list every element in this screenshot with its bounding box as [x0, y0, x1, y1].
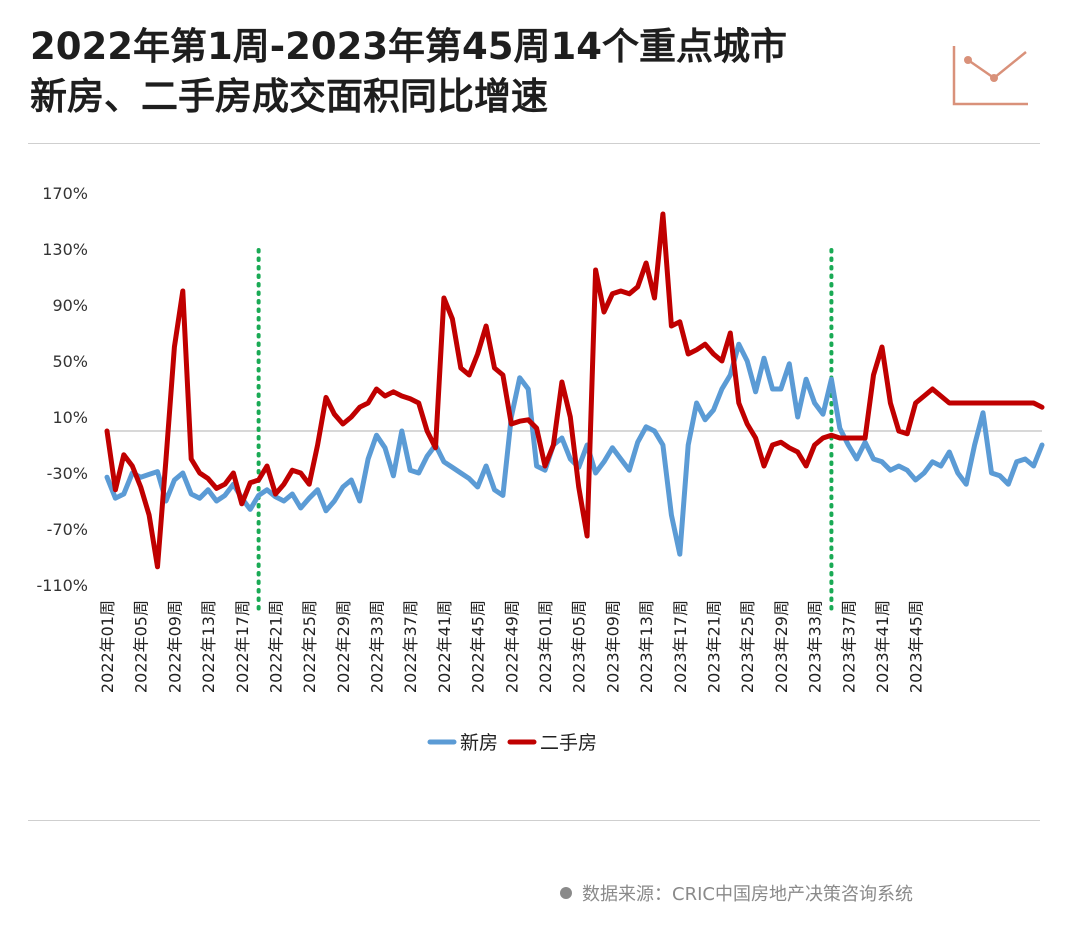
divider-bottom: [28, 820, 1040, 821]
x-tick-label: 2023年13周: [637, 600, 656, 693]
x-tick-label: 2023年17周: [671, 600, 690, 693]
x-tick-label: 2022年49周: [502, 600, 521, 693]
line-chart-icon: [952, 46, 1028, 106]
x-tick-label: 2022年05周: [132, 600, 151, 693]
x-tick-label: 2022年09周: [165, 600, 184, 693]
y-tick-label: -110%: [36, 576, 88, 595]
y-tick-label: 50%: [52, 352, 88, 371]
x-tick-label: 2023年37周: [839, 600, 858, 693]
x-tick-label: 2023年33周: [806, 600, 825, 693]
x-tick-label: 2023年25周: [738, 600, 757, 693]
x-tick-label: 2023年29周: [772, 600, 791, 693]
x-tick-label: 2023年45周: [907, 600, 926, 693]
x-tick-label: 2023年41周: [873, 600, 892, 693]
x-tick-label: 2022年13周: [199, 600, 218, 693]
chart-title-line2: 新房、二手房成交面积同比增速: [30, 75, 548, 118]
x-tick-label: 2022年37周: [401, 600, 420, 693]
x-tick-label: 2023年21周: [705, 600, 724, 693]
x-tick-label: 2023年05周: [570, 600, 589, 693]
x-tick-label: 2023年01周: [536, 600, 555, 693]
legend-label-second-hand: 二手房: [540, 732, 597, 754]
x-tick-label: 2022年21周: [267, 600, 286, 693]
line-chart: -110% -70% -30% 10% 50% 90% 130% 170% 2022年01周 20…: [36, 184, 1045, 754]
chart-title-line1: 2022年第1周-2023年第45周14个重点城市: [30, 25, 788, 68]
y-tick-label: -70%: [47, 520, 88, 539]
y-tick-label: -30%: [47, 464, 88, 483]
x-tick-label: 2022年45周: [469, 600, 488, 693]
x-tick-label: 2022年17周: [233, 600, 252, 693]
x-tick-label: 2022年33周: [368, 600, 387, 693]
x-tick-label: 2022年29周: [334, 600, 353, 693]
y-tick-label: 90%: [52, 296, 88, 315]
y-tick-label: 10%: [52, 408, 88, 427]
y-tick-label: 130%: [42, 240, 88, 259]
x-tick-label: 2022年25周: [300, 600, 319, 693]
source-note: 数据来源：CRIC中国房地产决策咨询系统: [560, 880, 913, 906]
bullet-dot-icon: [560, 887, 572, 899]
source-text: 数据来源：CRIC中国房地产决策咨询系统: [582, 884, 913, 905]
x-tick-label: 2022年01周: [98, 600, 117, 693]
divider-top: [28, 143, 1040, 144]
y-tick-label: 170%: [42, 184, 88, 203]
legend-label-new-house: 新房: [460, 732, 498, 754]
x-tick-label: 2023年09周: [603, 600, 622, 693]
x-tick-label: 2022年41周: [435, 600, 454, 693]
series-line-second-hand: [104, 211, 1045, 570]
chart-title: 2022年第1周-2023年第45周14个重点城市 新房、二手房成交面积同比增速: [30, 22, 930, 122]
